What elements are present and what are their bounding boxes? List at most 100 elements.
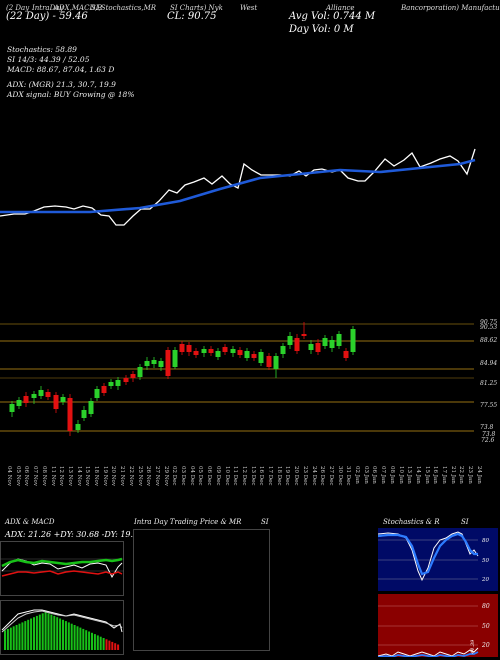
- candle-body: [130, 374, 136, 378]
- plus-di-line: [1, 557, 123, 568]
- intraday-chart: [133, 529, 270, 651]
- candle-body: [186, 345, 192, 352]
- header-source-t1: IntraDay: [32, 4, 64, 12]
- date-label: 05 Dec: [197, 466, 204, 486]
- candle-body: [266, 356, 272, 367]
- macd-bar: [41, 613, 44, 650]
- candle-body: [215, 351, 221, 357]
- level-label: 73.8: [480, 424, 494, 431]
- candle-body: [343, 351, 349, 358]
- candle-body: [237, 350, 243, 355]
- level-label: 84.94: [480, 360, 498, 367]
- date-label: 12 Nov: [58, 466, 65, 486]
- date-label: 27 Nov: [153, 466, 160, 486]
- macd-bar: [67, 622, 70, 650]
- date-label: 19 Dec: [284, 466, 291, 486]
- macd-bar: [53, 615, 56, 650]
- stoch-d-line: [378, 532, 478, 576]
- stoch-tick-50: 50: [482, 558, 489, 564]
- stochastics-subchart: 80 50 20: [378, 528, 498, 591]
- date-label: 03 Dec: [180, 466, 186, 486]
- range-label: (22 Day) - 59.46: [6, 11, 88, 22]
- close-label: CL: 90.75: [167, 11, 217, 22]
- level-label: 81.25: [480, 380, 498, 387]
- candle-body: [280, 346, 286, 354]
- date-label: 12 Dec: [240, 466, 247, 486]
- macd-bar: [47, 613, 50, 650]
- date-label: 02 Dec: [171, 466, 178, 486]
- adx-value: ADX: (MGR) 21.3, 30.7, 19.9: [7, 80, 116, 89]
- macd-bar: [70, 623, 73, 650]
- candle-body: [179, 344, 185, 352]
- date-label: 22 Jan: [458, 466, 465, 484]
- date-label: 11 Nov: [49, 466, 56, 486]
- candle-body: [67, 398, 73, 431]
- level-label: 88.62: [480, 337, 498, 344]
- macd-bar: [18, 623, 21, 650]
- candle-body: [53, 395, 59, 409]
- date-label: 27 Dec: [327, 466, 334, 486]
- candle-body: [38, 390, 44, 396]
- level-label: 77.55: [480, 402, 498, 409]
- candle-body: [45, 392, 51, 397]
- stochastics-value: Stochastics: 58.89: [7, 45, 77, 54]
- macd-bar: [73, 625, 76, 650]
- header-source-t6: Alliance: [326, 4, 355, 12]
- macd-value: MACD: 88.67, 87.04, 1.63 D: [7, 65, 115, 74]
- signal-line: [1, 610, 123, 633]
- date-label: 16 Dec: [258, 466, 265, 486]
- date-label: 15 Jan: [423, 466, 430, 484]
- macd-bar: [24, 621, 27, 650]
- date-label: 26 Dec: [319, 466, 326, 486]
- date-label: 23 Dec: [301, 466, 308, 486]
- date-label: 10 Jan: [397, 466, 404, 484]
- candle-body: [31, 394, 37, 398]
- rsi-smooth-line: [378, 651, 479, 657]
- macd-bar: [44, 612, 47, 650]
- candle-body: [222, 347, 228, 352]
- candle-body: [60, 397, 66, 402]
- macd-bar: [93, 634, 96, 650]
- date-label: 05 Nov: [14, 466, 21, 486]
- day-volume: Day Vol: 0 M: [289, 24, 354, 35]
- date-label: 18 Nov: [93, 466, 99, 486]
- adx-macd-title: ADX & MACD: [5, 518, 55, 526]
- price-line: [0, 148, 476, 226]
- macd-bar: [96, 635, 99, 650]
- header-source-t0: (2 Day: [6, 4, 30, 12]
- stoch-rsi-si: SI: [461, 518, 469, 526]
- macd-bar: [6, 628, 9, 650]
- date-label: 26 Nov: [145, 466, 152, 486]
- adx-macd-values: ADX: 21.26 +DY: 30.68 -DY: 19.92: [5, 530, 144, 539]
- candle-body: [75, 424, 81, 430]
- macd-bar: [35, 615, 38, 650]
- date-label: 08 Jan: [388, 466, 395, 484]
- date-label: 24 Dec: [310, 466, 317, 486]
- macd-bar: [33, 617, 35, 650]
- date-label: 23 Jan: [467, 466, 474, 484]
- candle-body: [350, 329, 356, 352]
- date-label: 25 Nov: [136, 466, 143, 486]
- macd-bar: [21, 622, 24, 650]
- date-label: 30 Dec: [336, 466, 343, 486]
- macd-bar: [9, 627, 12, 650]
- date-label: 24 Jan: [475, 466, 482, 484]
- rsi-tick-20: 20: [481, 642, 490, 649]
- candle-body: [336, 334, 342, 346]
- stoch-tick-20: 20: [481, 577, 489, 583]
- candle-body: [244, 351, 250, 358]
- date-label: 31 Dec: [345, 466, 352, 486]
- candle-body: [301, 334, 307, 336]
- macd-bar: [12, 626, 15, 650]
- date-label: 15 Nov: [84, 466, 91, 486]
- candle-body: [101, 386, 107, 393]
- macd-bar: [88, 631, 91, 650]
- macd-bar: [59, 618, 62, 650]
- macd-bar: [50, 614, 53, 650]
- candle-body: [258, 352, 264, 363]
- candle-body: [165, 350, 171, 376]
- intraday-title: Intra Day Trading Price & MR: [134, 518, 242, 526]
- header-source-t5: West: [240, 4, 258, 12]
- stoch-rsi-title: Stochastics & R: [383, 518, 440, 526]
- candle-body: [144, 361, 150, 366]
